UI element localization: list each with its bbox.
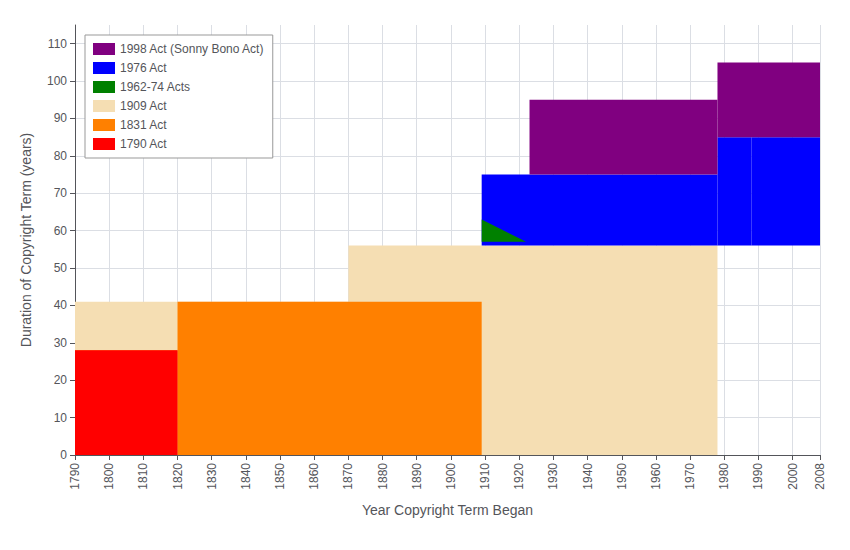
svg-text:1850: 1850 [273, 463, 287, 490]
svg-text:10: 10 [54, 411, 68, 425]
svg-text:1840: 1840 [239, 463, 253, 490]
svg-text:1831 Act: 1831 Act [120, 118, 167, 132]
svg-text:30: 30 [54, 336, 68, 350]
svg-text:1998 Act (Sonny Bono Act): 1998 Act (Sonny Bono Act) [120, 42, 263, 56]
svg-text:1990: 1990 [751, 463, 765, 490]
svg-text:1870: 1870 [341, 463, 355, 490]
svg-text:70: 70 [54, 186, 68, 200]
svg-text:90: 90 [54, 111, 68, 125]
svg-text:Year Copyright Term Began: Year Copyright Term Began [362, 502, 533, 518]
svg-text:80: 80 [54, 149, 68, 163]
svg-text:1790 Act: 1790 Act [120, 137, 167, 151]
svg-text:1909 Act: 1909 Act [120, 99, 167, 113]
svg-text:Duration of Copyright Term (ye: Duration of Copyright Term (years) [18, 133, 34, 347]
svg-text:1900: 1900 [444, 463, 458, 490]
svg-text:1970: 1970 [683, 463, 697, 490]
svg-text:100: 100 [47, 74, 67, 88]
svg-text:1976 Act: 1976 Act [120, 61, 167, 75]
svg-text:40: 40 [54, 298, 68, 312]
svg-text:1910: 1910 [478, 463, 492, 490]
svg-text:1800: 1800 [102, 463, 116, 490]
svg-text:1920: 1920 [512, 463, 526, 490]
svg-text:1860: 1860 [307, 463, 321, 490]
svg-text:60: 60 [54, 224, 68, 238]
svg-text:1930: 1930 [546, 463, 560, 490]
svg-text:1880: 1880 [376, 463, 390, 490]
svg-text:50: 50 [54, 261, 68, 275]
svg-text:1790: 1790 [68, 463, 82, 490]
svg-text:2008: 2008 [813, 463, 827, 490]
svg-text:1960: 1960 [649, 463, 663, 490]
svg-text:110: 110 [48, 37, 67, 51]
svg-text:1950: 1950 [615, 463, 629, 490]
svg-text:20: 20 [54, 373, 68, 387]
svg-text:1820: 1820 [171, 463, 185, 490]
svg-text:0: 0 [60, 448, 67, 462]
svg-text:1810: 1810 [136, 463, 150, 490]
svg-text:2000: 2000 [786, 463, 800, 490]
svg-text:1890: 1890 [410, 463, 424, 490]
svg-text:1830: 1830 [205, 463, 219, 490]
svg-text:1962-74 Acts: 1962-74 Acts [120, 80, 190, 94]
svg-text:1980: 1980 [717, 463, 731, 490]
svg-text:1940: 1940 [581, 463, 595, 490]
